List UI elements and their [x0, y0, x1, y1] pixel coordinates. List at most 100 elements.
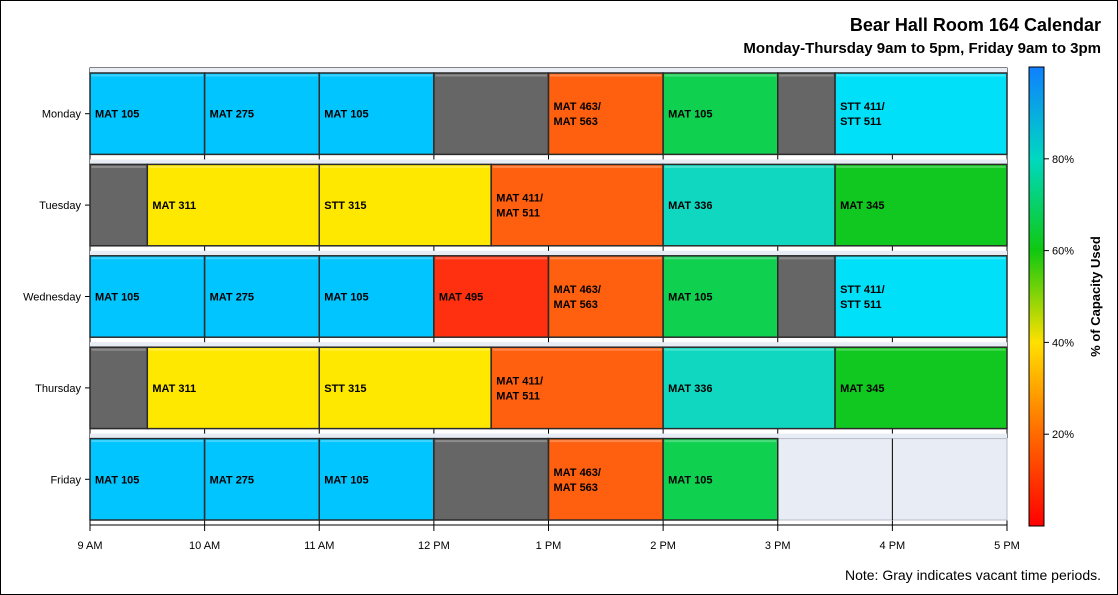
schedule-bar: [834, 163, 1008, 247]
schedule-bar: [318, 72, 435, 156]
bar-label: MAT 105: [668, 292, 712, 304]
row-gap: [90, 342, 1007, 348]
x-tick-label: 3 PM: [765, 540, 791, 552]
x-tick-label: 12 PM: [418, 540, 450, 552]
bar-highlight: [320, 440, 433, 443]
x-tick-label: 2 PM: [650, 540, 676, 552]
row-gap: [90, 68, 1007, 73]
bar-label: STT 315: [324, 383, 366, 395]
schedule-bar: [89, 72, 206, 156]
bar-highlight: [435, 74, 547, 77]
bar-highlight: [206, 257, 318, 260]
colorbar-tick-label: 40%: [1052, 337, 1074, 349]
bar-label: MAT 511: [496, 390, 540, 402]
bar-highlight: [779, 257, 834, 260]
y-tick-label: Friday: [50, 474, 81, 486]
bar-highlight: [206, 440, 318, 443]
bar-label: STT 411/: [840, 101, 885, 113]
bar-highlight: [320, 165, 490, 168]
bar-highlight: [492, 348, 662, 351]
x-tick-label: 9 AM: [77, 540, 102, 552]
bar-label: STT 511: [840, 116, 882, 128]
schedule-bar: [433, 255, 550, 338]
colorbar-tick-label: 20%: [1052, 429, 1074, 441]
schedule-bar: [146, 346, 320, 430]
bar-label: MAT 336: [668, 200, 712, 212]
bar-label: MAT 463/: [554, 467, 601, 479]
schedule-bar: [203, 255, 320, 338]
schedule-bar: [777, 255, 836, 338]
bar-label: MAT 105: [95, 109, 139, 121]
bar-highlight: [664, 165, 834, 168]
row-gap: [90, 433, 1007, 439]
bar-highlight: [91, 74, 204, 77]
bar-highlight: [91, 440, 204, 443]
chart-subtitle: Monday-Thursday 9am to 5pm, Friday 9am t…: [743, 40, 1101, 57]
bar-label: STT 511: [840, 299, 882, 311]
bar-highlight: [435, 440, 547, 443]
bar-label: MAT 105: [324, 474, 368, 486]
schedule-bar: [662, 255, 779, 338]
bar-highlight: [836, 74, 1006, 77]
bar-highlight: [492, 165, 662, 168]
bar-highlight: [91, 165, 146, 168]
y-tick-label: Thursday: [35, 383, 81, 395]
bar-highlight: [664, 348, 834, 351]
bar-highlight: [91, 257, 204, 260]
schedule-bar: [203, 72, 320, 156]
schedule-bar: [834, 255, 1008, 338]
schedule-bar: [777, 72, 836, 156]
schedule-bar: [547, 255, 664, 338]
row-gap: [90, 250, 1007, 256]
bar-highlight: [320, 74, 433, 77]
vacant-note: Note: Gray indicates vacant time periods…: [844, 567, 1101, 583]
bar-highlight: [836, 165, 1006, 168]
schedule-bar: [89, 255, 206, 338]
colorbar-title: % of Capacity Used: [1088, 236, 1103, 357]
bar-label: MAT 336: [668, 383, 712, 395]
bar-highlight: [320, 348, 490, 351]
bar-label: MAT 463/: [554, 101, 601, 113]
schedule-bar: [89, 437, 206, 521]
chart-title: Bear Hall Room 164 Calendar: [849, 15, 1101, 35]
bar-label: MAT 563: [554, 299, 598, 311]
bar-highlight: [91, 348, 146, 351]
x-tick-label: 5 PM: [994, 540, 1020, 552]
bar-label: STT 411/: [840, 284, 885, 296]
bar-label: MAT 311: [152, 383, 196, 395]
bar-highlight: [435, 257, 547, 260]
bar-label: MAT 105: [324, 292, 368, 304]
schedule-bar: [318, 255, 435, 338]
bar-highlight: [148, 348, 318, 351]
bar-highlight: [664, 257, 777, 260]
schedule-bar: [547, 72, 664, 156]
bar-highlight: [550, 257, 662, 260]
row-gap: [90, 159, 1007, 165]
x-tick-label: 10 AM: [189, 540, 220, 552]
bar-highlight: [148, 165, 318, 168]
bar-highlight: [206, 74, 318, 77]
schedule-bar: [547, 437, 664, 521]
bar-label: MAT 345: [840, 383, 884, 395]
x-tick-label: 11 AM: [304, 540, 334, 552]
y-tick-label: Monday: [42, 109, 82, 121]
bar-label: MAT 345: [840, 200, 884, 212]
schedule-bar: [490, 163, 664, 247]
schedule-bar: [89, 163, 149, 247]
bar-label: MAT 105: [95, 474, 139, 486]
bar-label: MAT 411/: [496, 193, 543, 205]
schedule-bar: [318, 163, 492, 247]
bar-label: MAT 411/: [496, 375, 543, 387]
bar-label: MAT 495: [439, 292, 483, 304]
schedule-bar: [834, 72, 1008, 156]
bar-label: MAT 105: [668, 109, 712, 121]
bar-label: MAT 511: [496, 208, 540, 220]
y-tick-label: Wednesday: [23, 292, 81, 304]
bar-label: MAT 105: [95, 292, 139, 304]
bar-label: MAT 311: [152, 200, 196, 212]
schedule-bar: [89, 346, 149, 430]
bar-highlight: [664, 74, 777, 77]
bar-highlight: [779, 74, 834, 77]
schedule-bar: [662, 437, 779, 521]
